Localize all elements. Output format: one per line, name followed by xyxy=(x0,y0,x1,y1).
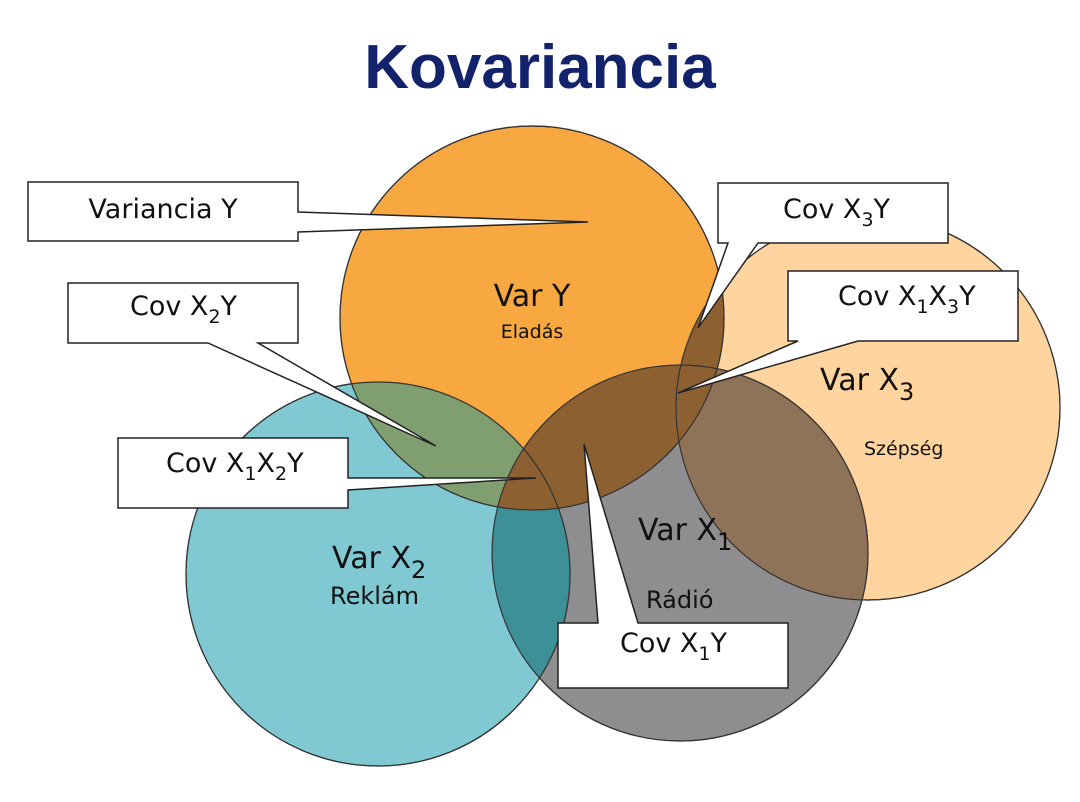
callout-cov-x1y: Cov X1Y xyxy=(557,443,789,689)
var-x1-sublabel: Rádió xyxy=(646,586,713,614)
callout-variancia-y: Variancia Y xyxy=(27,181,589,242)
callout-variancia-y-text: Variancia Y xyxy=(88,194,238,225)
callout-cov-x1x2y: Cov X1X2Y xyxy=(117,437,537,509)
callout-cov-x1x3y: Cov X1X3Y xyxy=(677,270,1019,394)
var-y-sublabel: Eladás xyxy=(501,321,564,343)
callout-cov-x1x3y-text: Cov X1X3Y xyxy=(838,281,976,318)
var-x2-label: Var X2 xyxy=(332,541,426,584)
overlap-x1-x3 xyxy=(676,365,868,600)
var-x1-label: Var X1 xyxy=(638,513,732,556)
page-title: Kovariancia xyxy=(364,33,716,102)
var-x3-label: Var X3 xyxy=(820,363,914,406)
callout-cov-x1y-text: Cov X1Y xyxy=(620,628,728,665)
callout-cov-x2y: Cov X2Y xyxy=(67,282,437,447)
var-x2-sublabel: Reklám xyxy=(330,582,419,610)
callout-cov-x2y-text: Cov X2Y xyxy=(130,291,238,328)
var-y-label: Var Y xyxy=(494,279,571,314)
callout-cov-x1x2y-text: Cov X1X2Y xyxy=(166,448,304,485)
var-x3-sublabel: Szépség xyxy=(864,438,943,460)
callout-cov-x3y-text: Cov X3Y xyxy=(783,194,891,231)
callout-cov-x3y: Cov X3Y xyxy=(697,182,949,329)
